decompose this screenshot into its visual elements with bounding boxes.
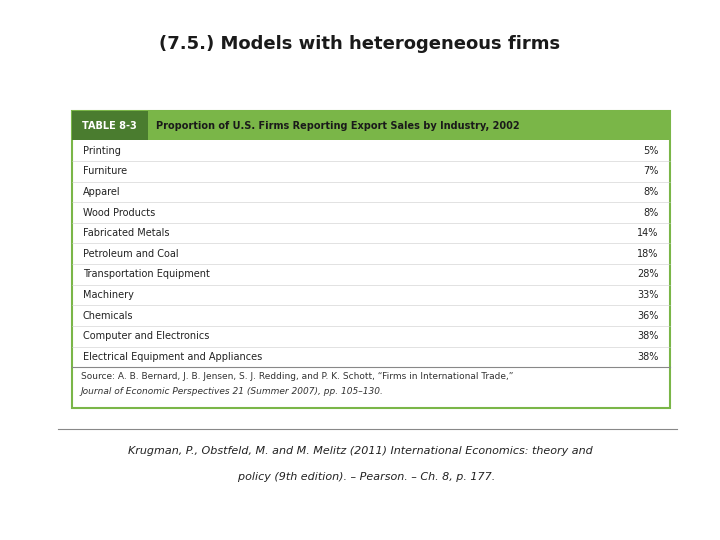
Text: Proportion of U.S. Firms Reporting Export Sales by Industry, 2002: Proportion of U.S. Firms Reporting Expor… [156, 120, 520, 131]
Bar [72, 111, 670, 140]
Text: 8%: 8% [644, 207, 659, 218]
Text: Fabricated Metals: Fabricated Metals [83, 228, 169, 238]
Text: Chemicals: Chemicals [83, 310, 133, 321]
Text: Wood Products: Wood Products [83, 207, 155, 218]
Text: 18%: 18% [637, 249, 659, 259]
Text: 38%: 38% [637, 352, 659, 362]
Text: policy (9th edition). – Pearson. – Ch. 8, p. 177.: policy (9th edition). – Pearson. – Ch. 8… [225, 472, 495, 483]
Bar [72, 111, 148, 140]
Text: (7.5.) Models with heterogeneous firms: (7.5.) Models with heterogeneous firms [159, 35, 561, 53]
Text: 28%: 28% [637, 269, 659, 279]
Text: Petroleum and Coal: Petroleum and Coal [83, 249, 179, 259]
Text: Transportation Equipment: Transportation Equipment [83, 269, 210, 279]
Text: 8%: 8% [644, 187, 659, 197]
Text: Electrical Equipment and Appliances: Electrical Equipment and Appliances [83, 352, 262, 362]
Text: Journal of Economic Perspectives 21 (Summer 2007), pp. 105–130.: Journal of Economic Perspectives 21 (Sum… [81, 387, 384, 396]
Text: Krugman, P., Obstfeld, M. and M. Melitz (2011) International Economics: theory a: Krugman, P., Obstfeld, M. and M. Melitz … [127, 446, 593, 456]
Text: 14%: 14% [637, 228, 659, 238]
Text: 5%: 5% [644, 146, 659, 156]
Text: Machinery: Machinery [83, 290, 134, 300]
Text: 38%: 38% [637, 331, 659, 341]
Text: 7%: 7% [644, 166, 659, 177]
Bar [72, 111, 670, 408]
Text: Printing: Printing [83, 146, 121, 156]
Text: Computer and Electronics: Computer and Electronics [83, 331, 210, 341]
Text: Source: A. B. Bernard, J. B. Jensen, S. J. Redding, and P. K. Schott, “Firms in : Source: A. B. Bernard, J. B. Jensen, S. … [81, 372, 513, 381]
Text: 33%: 33% [637, 290, 659, 300]
Text: Furniture: Furniture [83, 166, 127, 177]
Text: 36%: 36% [637, 310, 659, 321]
Text: TABLE 8-3: TABLE 8-3 [82, 120, 138, 131]
Text: Apparel: Apparel [83, 187, 120, 197]
